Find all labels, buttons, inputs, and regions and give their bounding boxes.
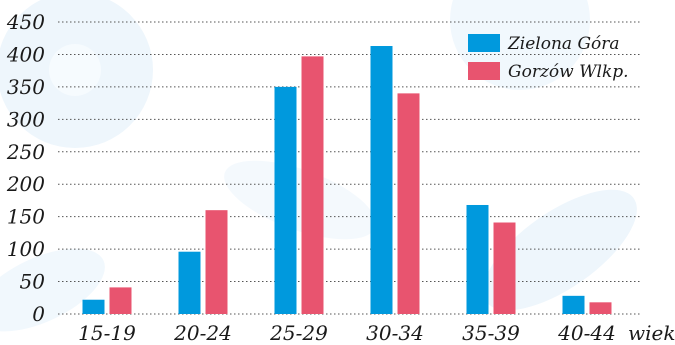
x-tick-label: 35-39 bbox=[462, 321, 520, 345]
y-tick-label: 50 bbox=[20, 270, 46, 294]
legend-label: Gorzów Wlkp. bbox=[508, 62, 629, 82]
bar-40-44-series-0 bbox=[562, 295, 585, 314]
x-tick-label: 25-29 bbox=[269, 321, 328, 345]
x-tick-label: 30-34 bbox=[366, 321, 424, 345]
x-axis-label: wiek bbox=[628, 321, 675, 345]
y-tick-label: 0 bbox=[32, 302, 45, 326]
x-tick-label: 20-24 bbox=[173, 321, 232, 345]
bar-30-34-series-0 bbox=[370, 46, 393, 315]
y-tick-label: 100 bbox=[7, 237, 45, 261]
bg-flower-left-center bbox=[49, 44, 101, 96]
bg-leaf-center bbox=[224, 160, 376, 240]
y-tick-label: 350 bbox=[7, 75, 45, 99]
bar-30-34-series-1 bbox=[397, 93, 420, 314]
x-axis-ticks: 15-19 20-24 25-29 30-34 35-39 40-44 bbox=[78, 321, 616, 345]
bar-35-39-series-0 bbox=[466, 204, 489, 314]
legend-swatch bbox=[468, 34, 500, 52]
x-tick-label: 15-19 bbox=[78, 321, 136, 345]
bg-leaf-bottom-left bbox=[0, 248, 105, 332]
bg-leaf-right bbox=[483, 189, 637, 311]
y-tick-label: 200 bbox=[6, 172, 45, 196]
x-tick-label: 40-44 bbox=[557, 321, 616, 345]
y-tick-label: 450 bbox=[6, 10, 45, 34]
legend-swatch bbox=[468, 62, 500, 80]
legend: Zielona Góra Gorzów Wlkp. bbox=[468, 34, 629, 82]
bar-20-24-series-0 bbox=[178, 251, 201, 314]
y-tick-label: 150 bbox=[7, 205, 45, 229]
legend-label: Zielona Góra bbox=[507, 34, 620, 54]
bar-25-29-series-0 bbox=[274, 86, 297, 314]
y-tick-label: 250 bbox=[6, 140, 45, 164]
y-tick-label: 400 bbox=[6, 42, 45, 66]
y-tick-label: 300 bbox=[7, 107, 45, 131]
y-axis-ticks: 0 50 100 150 200 250 300 350 400 450 bbox=[6, 10, 45, 326]
gridlines bbox=[58, 21, 640, 315]
bars bbox=[82, 46, 612, 315]
bar-15-19-series-0 bbox=[82, 299, 105, 314]
bar-25-29-series-1 bbox=[301, 56, 324, 314]
bar-35-39-series-1 bbox=[493, 222, 516, 314]
bar-40-44-series-1 bbox=[589, 302, 612, 314]
bar-20-24-series-1 bbox=[205, 210, 228, 314]
bar-15-19-series-1 bbox=[109, 287, 132, 314]
